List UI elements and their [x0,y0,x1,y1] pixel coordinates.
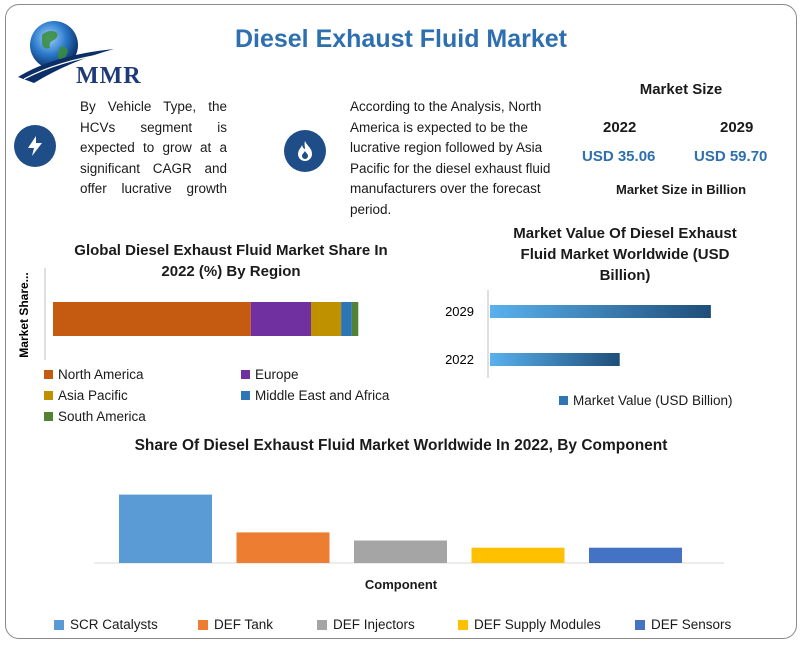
market-value-chart-title: Market Value Of Diesel Exhaust Fluid Mar… [513,225,737,284]
lightning-bolt-icon [14,125,56,167]
infographic-page: MMR Diesel Exhaust Fluid Market By Vehic… [5,4,797,639]
value-bar-2022 [490,353,620,366]
region-legend-item-asia-pacific: Asia Pacific [44,388,128,403]
market-size-year-2022: 2022 [603,119,637,136]
legend-label: Europe [255,367,299,382]
component-bar-def-injectors [354,540,447,563]
component-legend-item-def-injectors: DEF Injectors [317,617,415,632]
component-bar-def-supply-modules [471,547,565,563]
legend-label: DEF Injectors [333,617,415,632]
legend-swatch [241,370,250,379]
legend-swatch [44,391,53,400]
legend-swatch [241,391,250,400]
region-legend-item-north-america: North America [44,367,144,382]
legend-swatch [635,619,645,630]
info-text-vehicle-type: By Vehicle Type, the HCVs segment is exp… [80,99,227,196]
component-legend-item-def-sensors: DEF Sensors [635,617,731,632]
market-value-legend-swatch [559,396,568,405]
legend-label: SCR Catalysts [70,617,158,632]
region-bar-asia-pacific [311,302,342,336]
legend-label: Asia Pacific [58,388,128,403]
component-legend-item-def-supply-modules: DEF Supply Modules [458,617,601,632]
region-chart-title: Global Diesel Exhaust Fluid Market Share… [74,242,388,280]
region-legend-item-middle-east-and-africa: Middle East and Africa [241,388,389,403]
market-size-value-2022: USD 35.06 [582,148,656,165]
globe-logo-icon [18,21,114,83]
component-legend-item-scr-catalysts: SCR Catalysts [54,617,158,632]
logo-text: MMR [76,63,142,89]
info-text-region: According to the Analysis, North America… [350,99,551,217]
market-size-unit: Market Size in Billion [615,182,747,197]
market-size-value-2029: USD 59.70 [694,148,768,165]
region-share-chart: Market Share... [17,268,359,360]
region-bar-south-america [351,302,359,336]
legend-label: DEF Sensors [651,617,732,632]
legend-swatch [44,370,53,379]
region-legend-item-south-america: South America [44,409,146,424]
legend-label: Middle East and Africa [255,388,390,403]
legend-label: South America [58,409,146,424]
legend-swatch [54,619,64,630]
market-value-legend: Market Value (USD Billion) [559,393,733,408]
legend-swatch [198,619,208,630]
flame-icon [284,130,326,172]
region-y-axis-label: Market Share... [17,272,31,357]
market-size-title: Market Size [639,81,723,98]
legend-swatch [458,619,468,630]
page-title: Diesel Exhaust Fluid Market [234,25,568,53]
component-chart [94,494,724,564]
market-value-chart: 2029 2022 [445,290,711,378]
logo: MMR [14,15,164,89]
component-bar-scr-catalysts [119,494,212,563]
component-bar-def-tank [236,532,330,563]
value-category-label-2022: 2022 [445,352,474,367]
legend-swatch [44,412,53,421]
component-x-axis-label: Component [364,577,438,592]
market-value-legend-label: Market Value (USD Billion) [573,393,733,408]
component-bar-def-sensors [589,547,682,563]
region-bar-europe [250,302,311,336]
component-legend-item-def-tank: DEF Tank [198,617,273,632]
legend-label: North America [58,367,144,382]
legend-swatch [317,619,327,630]
component-chart-title: Share Of Diesel Exhaust Fluid Market Wor… [134,437,668,454]
value-category-label-2029: 2029 [445,304,474,319]
value-bar-2029 [490,305,711,318]
legend-label: DEF Tank [214,617,274,632]
legend-label: DEF Supply Modules [474,617,601,632]
region-bar-north-america [53,302,251,336]
region-bar-middle-east-and-africa [341,302,352,336]
region-legend-item-europe: Europe [241,367,299,382]
market-size-year-2029: 2029 [720,119,754,136]
